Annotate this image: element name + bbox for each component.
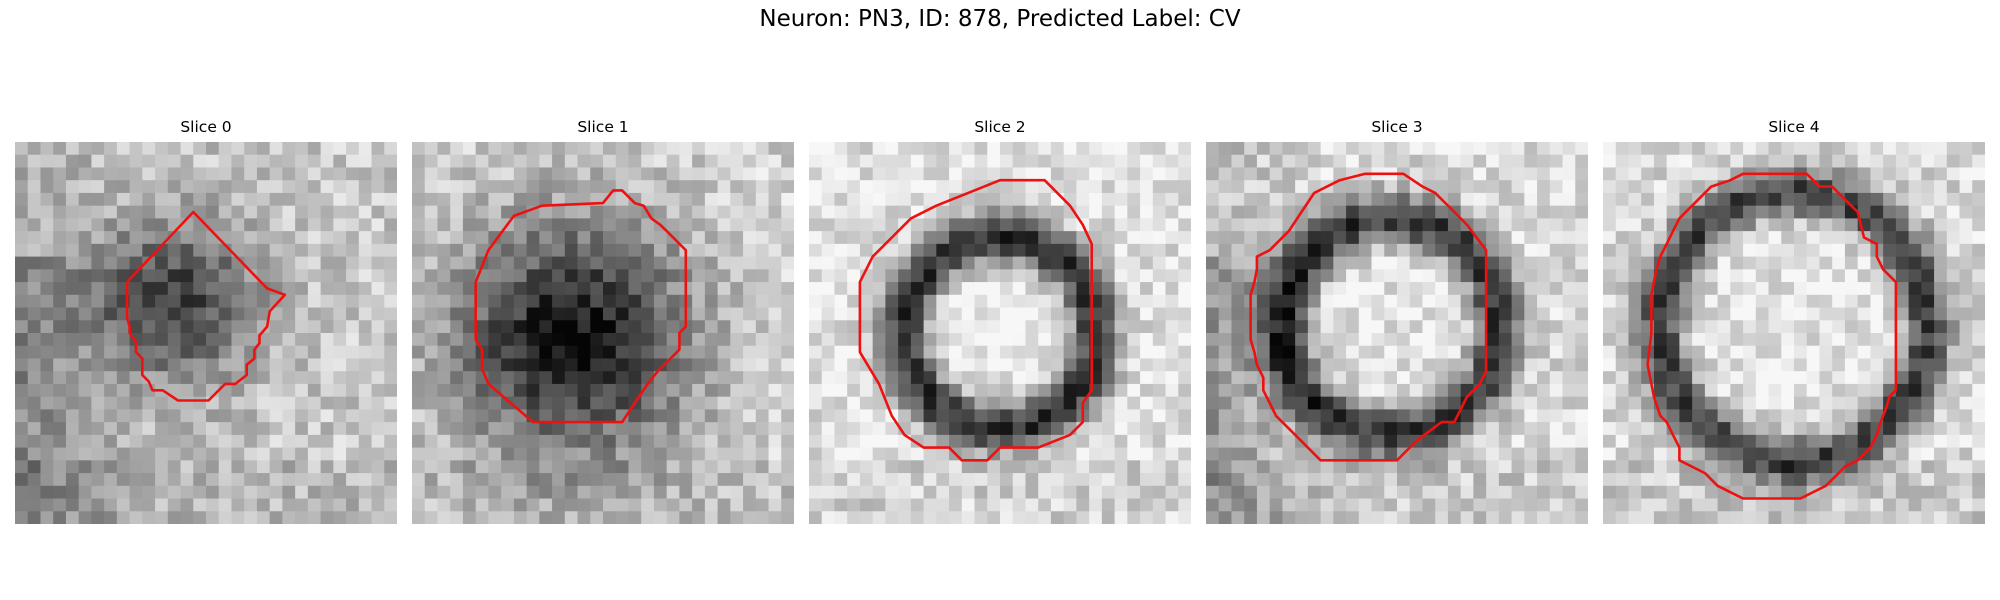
slice-panel-4: Slice 4: [1603, 118, 1985, 524]
slice-image-1: [412, 142, 794, 524]
slice-image-2: [809, 142, 1191, 524]
slice-title-4: Slice 4: [1768, 118, 1820, 136]
segmentation-contour: [1646, 172, 1898, 500]
slice-panel-2: Slice 2: [809, 118, 1191, 524]
slice-panel-3: Slice 3: [1206, 118, 1588, 524]
slice-panel-0: Slice 0: [15, 118, 397, 524]
segmentation-contour: [125, 210, 287, 402]
slice-title-2: Slice 2: [974, 118, 1026, 136]
slice-panel-1: Slice 1: [412, 118, 794, 524]
slice-image-0: [15, 142, 397, 524]
segmentation-contour: [858, 178, 1094, 462]
slice-image-4: [1603, 142, 1985, 524]
segmentation-contour: [474, 189, 688, 424]
slice-title-0: Slice 0: [180, 118, 232, 136]
slice-image-3: [1206, 142, 1588, 524]
figure-title: Neuron: PN3, ID: 878, Predicted Label: C…: [759, 6, 1241, 32]
slice-title-3: Slice 3: [1371, 118, 1423, 136]
segmentation-contour: [1249, 172, 1488, 462]
slice-title-1: Slice 1: [577, 118, 629, 136]
